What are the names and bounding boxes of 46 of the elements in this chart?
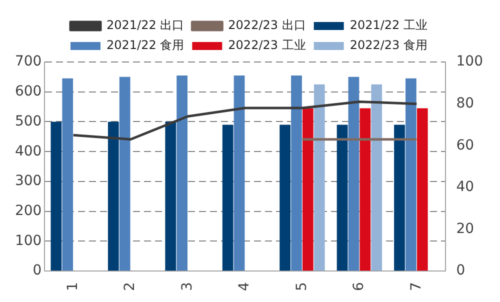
- bar: [348, 76, 360, 271]
- bar: [280, 124, 290, 271]
- bar: [62, 78, 74, 271]
- x-tick-label: 4: [236, 282, 253, 292]
- bar: [119, 76, 130, 271]
- y-tick-label: 300: [14, 173, 42, 190]
- bar: [234, 75, 245, 271]
- x-tick-label: 2: [122, 282, 138, 292]
- bar: [336, 124, 348, 271]
- bar: [165, 122, 176, 271]
- y-tick-label: 500: [14, 113, 42, 130]
- x-tick-label: 6: [351, 282, 368, 292]
- y2-tick-label: 40: [456, 179, 474, 196]
- y-tick-label: 400: [14, 143, 42, 160]
- x-tick-label: 5: [294, 282, 310, 292]
- legend-label: 2022/23 工业: [228, 38, 306, 52]
- bar: [406, 78, 416, 271]
- bar: [314, 84, 325, 271]
- bar: [176, 75, 188, 271]
- bar: [416, 108, 428, 271]
- bar: [371, 84, 382, 271]
- x-tick-label: 3: [179, 282, 196, 292]
- bar: [50, 122, 62, 271]
- bar: [108, 122, 119, 271]
- legend-label: 2021/22 工业: [350, 18, 428, 32]
- x-tick-label: 7: [408, 282, 424, 292]
- y-tick-label: 0: [32, 262, 42, 279]
- bar: [291, 75, 302, 271]
- legend-label: 2021/22 出口: [106, 18, 184, 32]
- legend-label: 2021/22 食用: [106, 38, 184, 52]
- legend-label: 2022/23 食用: [350, 38, 428, 52]
- y2-tick-label: 0: [456, 262, 466, 279]
- bar: [360, 108, 371, 271]
- bar: [222, 124, 234, 271]
- bar: [394, 124, 405, 271]
- y2-tick-label: 80: [456, 95, 474, 112]
- y2-tick-label: 100: [456, 54, 484, 70]
- y-tick-label: 200: [14, 202, 42, 219]
- y-tick-label: 600: [14, 84, 42, 100]
- bar: [302, 108, 314, 271]
- x-tick-label: 1: [64, 282, 81, 292]
- y2-tick-label: 20: [456, 220, 474, 237]
- y2-tick-label: 60: [456, 137, 474, 154]
- y-tick-label: 100: [14, 232, 42, 249]
- y-tick-label: 700: [14, 54, 42, 70]
- legend-label: 2022/23 出口: [228, 18, 306, 32]
